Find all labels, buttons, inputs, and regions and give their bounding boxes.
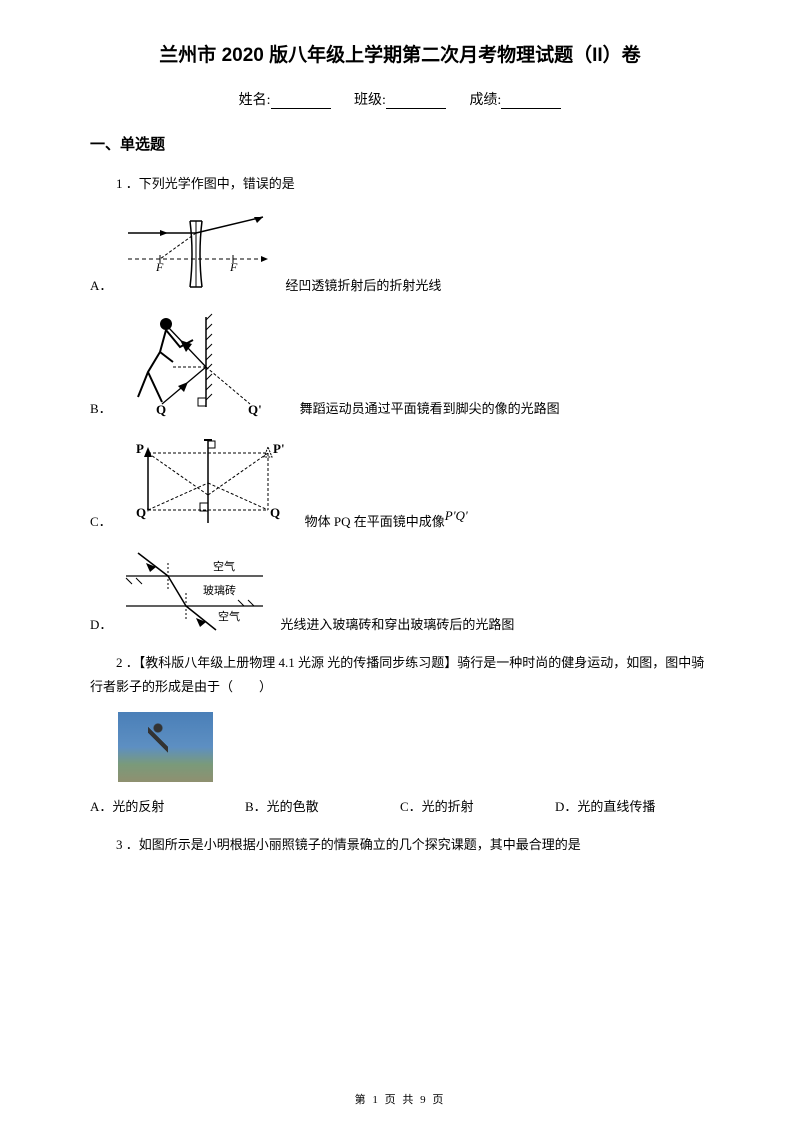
glass-refraction-diagram: 空气 玻璃砖 空气	[118, 548, 268, 633]
q1-stem: 1 ．下列光学作图中，错误的是	[90, 172, 710, 197]
svg-text:P': P'	[273, 441, 285, 456]
q2-option-d: D．光的直线传播	[555, 796, 710, 815]
q1-option-d: D． 空气 玻璃砖 空气 光线进入玻璃砖和穿出玻璃砖后的光路图	[90, 548, 710, 633]
option-label: D．	[90, 614, 112, 633]
option-label: B．	[90, 398, 112, 417]
header-fields: 姓名: 班级: 成绩:	[90, 89, 710, 109]
option-text: 舞蹈运动员通过平面镜看到脚尖的像的光路图	[300, 398, 560, 417]
q2-options: A．光的反射 B．光的色散 C．光的折射 D．光的直线传播	[90, 796, 710, 815]
q1-option-b: B． Q Q' 舞蹈运动员通过平面镜看到脚尖的像的光路图	[90, 312, 710, 417]
page-footer: 第 1 页 共 9 页	[0, 1091, 800, 1107]
q1-option-a: A． F F 经凹透镜折射后的折射光线	[90, 209, 710, 294]
svg-text:空气: 空气	[213, 559, 235, 573]
name-label: 姓名:	[239, 93, 271, 108]
class-label: 班级:	[354, 93, 386, 108]
svg-text:Q': Q'	[248, 402, 262, 417]
score-label: 成绩:	[469, 93, 501, 108]
q2-option-c: C．光的折射	[400, 796, 555, 815]
q3-stem: 3 ．如图所示是小明根据小丽照镜子的情景确立的几个探究课题，其中最合理的是	[90, 833, 710, 858]
option-label: C．	[90, 511, 112, 530]
section-heading: 一、单选题	[90, 133, 710, 154]
cyclist-photo	[118, 712, 213, 782]
class-blank	[386, 95, 446, 109]
name-blank	[271, 95, 331, 109]
option-label: A．	[90, 275, 112, 294]
q2-option-a: A．光的反射	[90, 796, 245, 815]
concave-lens-diagram: F F	[118, 209, 273, 294]
svg-text:Q': Q'	[136, 505, 150, 520]
q2-stem: 2 ．【教科版八年级上册物理 4.1 光源 光的传播同步练习题】骑行是一种时尚的…	[90, 651, 710, 700]
option-text-pre: 物体 PQ 在平面镜中成像	[305, 511, 445, 530]
svg-text:P: P	[136, 441, 144, 456]
option-text: 经凹透镜折射后的折射光线	[285, 275, 441, 294]
page-title: 兰州市 2020 版八年级上学期第二次月考物理试题（II）卷	[90, 40, 710, 67]
svg-text:空气: 空气	[218, 609, 240, 623]
score-blank	[501, 95, 561, 109]
svg-text:Q: Q	[270, 505, 280, 520]
svg-text:玻璃砖: 玻璃砖	[203, 583, 236, 597]
q2-option-b: B．光的色散	[245, 796, 400, 815]
mirror-image-diagram: P P' Q' Q	[118, 435, 293, 530]
option-text-post: P'Q'	[445, 508, 468, 524]
dancer-mirror-diagram: Q Q'	[118, 312, 288, 417]
option-text: 光线进入玻璃砖和穿出玻璃砖后的光路图	[280, 614, 514, 633]
svg-text:Q: Q	[156, 402, 166, 417]
q1-option-c: C． P P' Q' Q 物体 PQ 在平面镜中成像 P'Q'	[90, 435, 710, 530]
